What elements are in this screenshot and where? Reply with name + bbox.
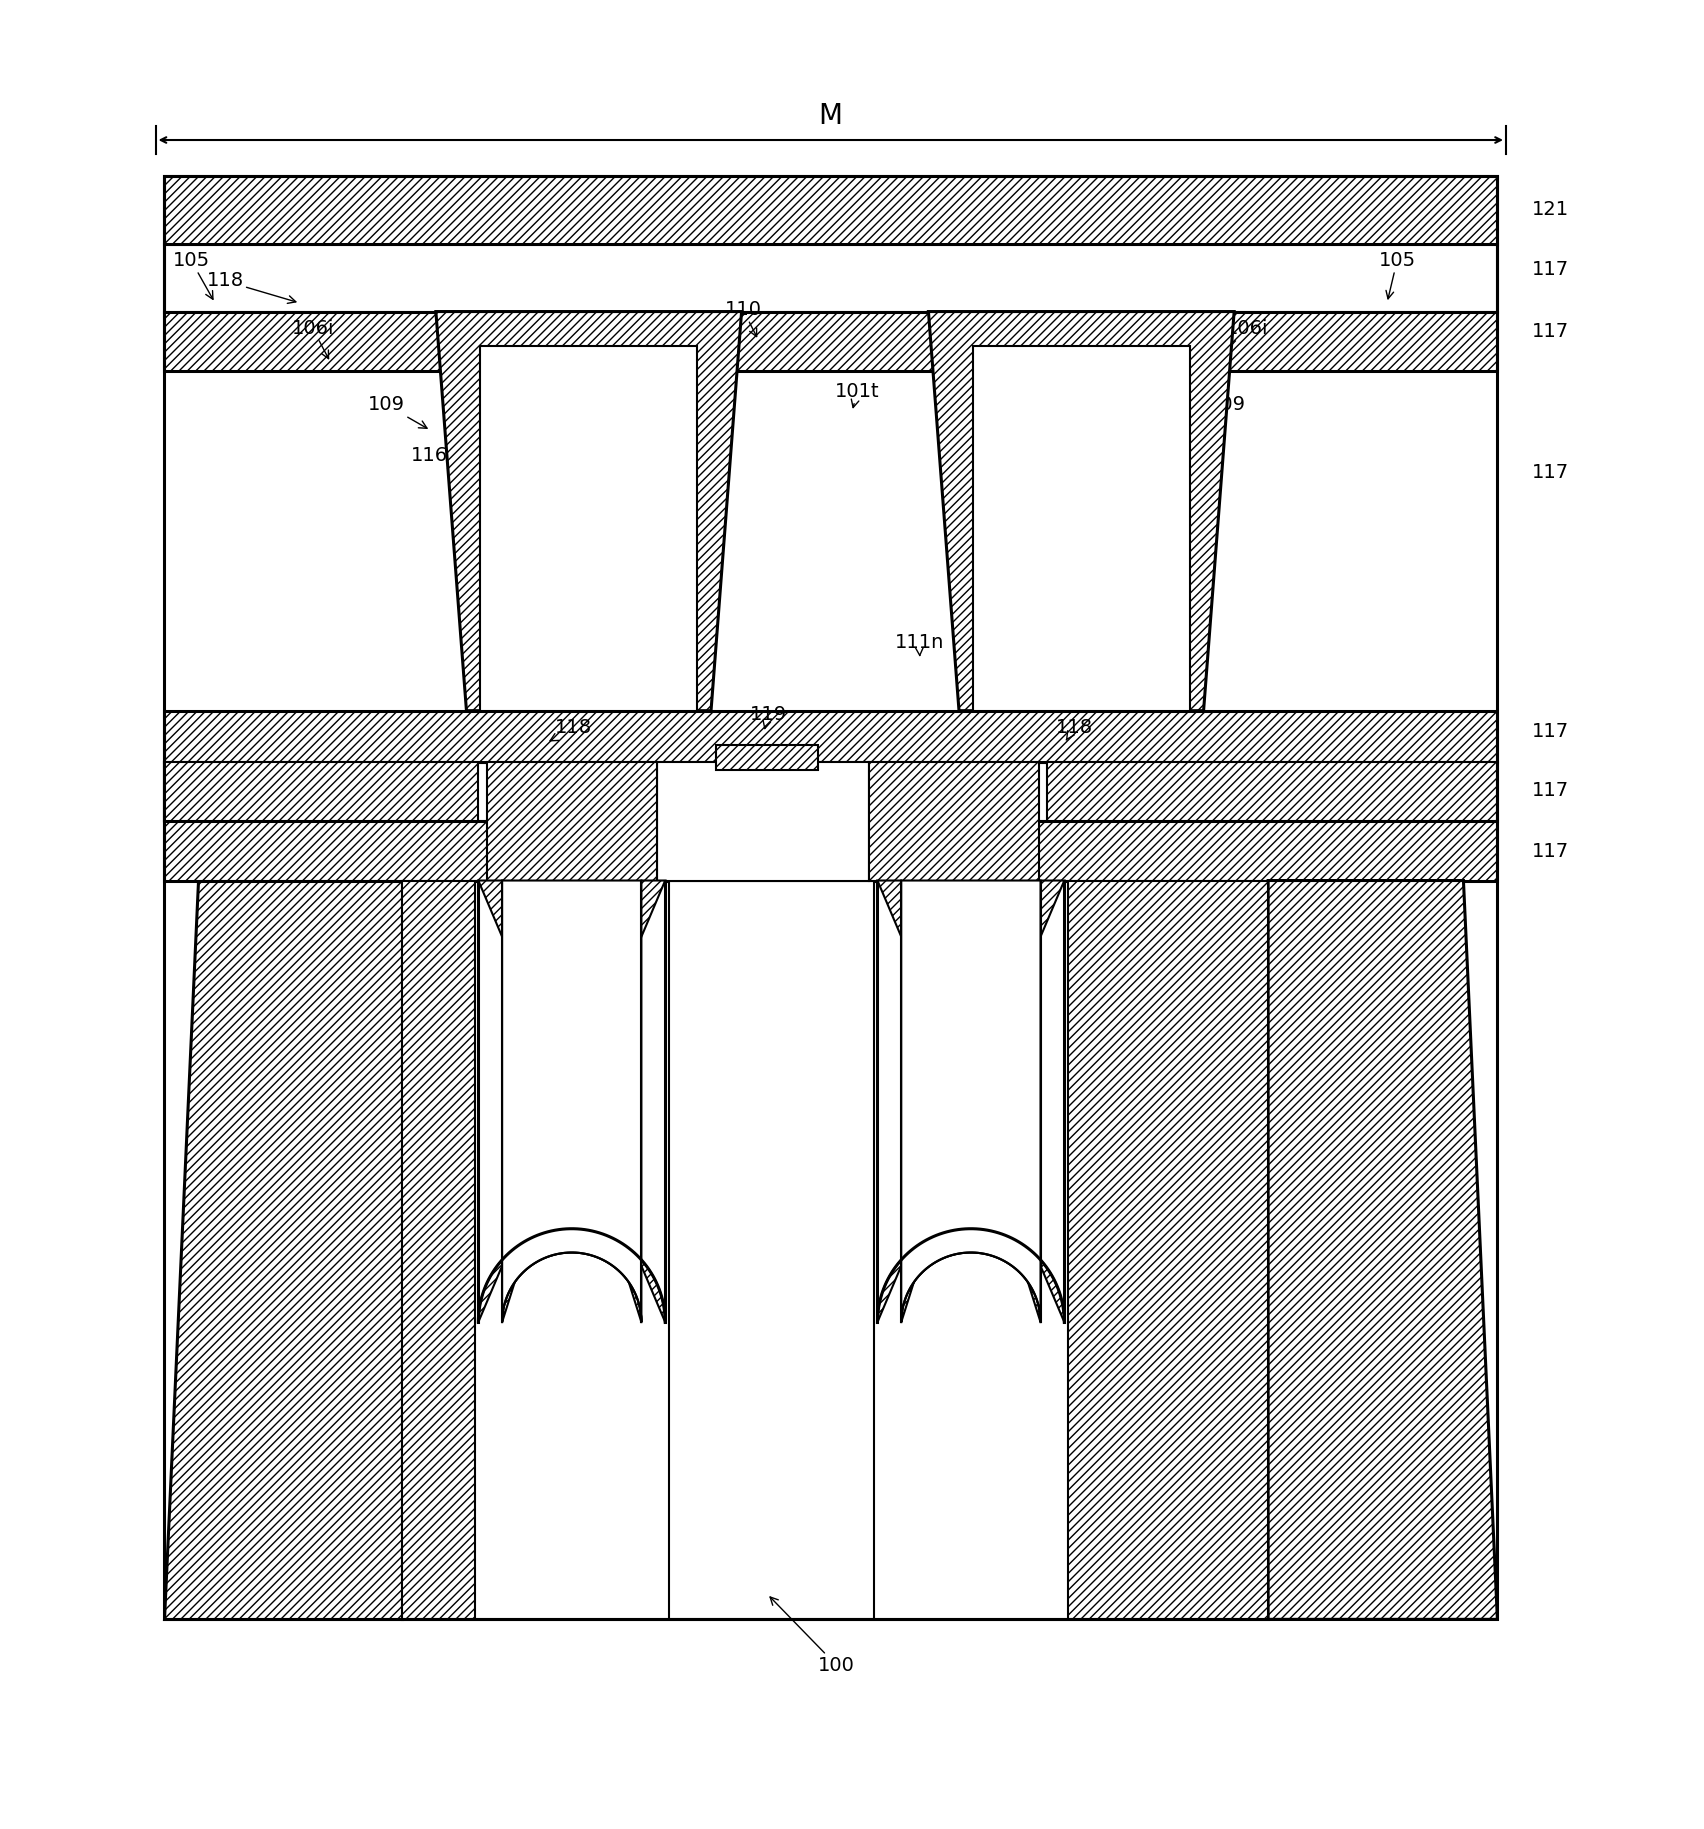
Polygon shape <box>1068 880 1268 1619</box>
Text: 105: 105 <box>172 251 213 300</box>
Text: 108: 108 <box>479 344 515 364</box>
Bar <box>668 880 874 1619</box>
Text: 116: 116 <box>596 446 634 476</box>
Text: 118: 118 <box>550 719 591 741</box>
Text: 117: 117 <box>1532 322 1568 342</box>
Bar <box>164 311 1498 371</box>
Bar <box>164 243 1498 311</box>
Bar <box>164 711 1498 761</box>
Polygon shape <box>479 880 665 1322</box>
Text: 106i: 106i <box>1218 318 1268 358</box>
Bar <box>164 176 1498 1619</box>
Text: 111n: 111n <box>895 633 944 655</box>
Bar <box>164 176 1498 243</box>
Bar <box>481 346 697 711</box>
Text: M: M <box>818 102 842 130</box>
Bar <box>402 880 1268 1619</box>
Polygon shape <box>503 880 641 1322</box>
Text: 109: 109 <box>368 395 428 428</box>
Polygon shape <box>901 880 1041 1322</box>
Bar <box>164 821 1498 880</box>
Text: 117: 117 <box>1532 260 1568 278</box>
Polygon shape <box>929 311 1234 711</box>
Text: 117: 117 <box>1532 781 1568 799</box>
Bar <box>164 761 1498 821</box>
Text: 118: 118 <box>240 781 380 799</box>
Text: 116: 116 <box>411 446 462 477</box>
Text: 110: 110 <box>724 300 762 337</box>
Text: 117: 117 <box>1532 463 1568 483</box>
Bar <box>1048 761 1498 821</box>
Polygon shape <box>436 311 741 711</box>
Text: 108: 108 <box>929 344 966 364</box>
Bar <box>869 761 1039 880</box>
Text: 116: 116 <box>1077 446 1143 477</box>
Text: 109: 109 <box>1195 395 1246 428</box>
Text: 100: 100 <box>770 1597 855 1675</box>
Text: 119: 119 <box>750 704 787 728</box>
Text: 117: 117 <box>1532 841 1568 861</box>
Bar <box>487 761 656 880</box>
Text: 111n: 111n <box>513 633 562 655</box>
Text: 118: 118 <box>1056 719 1092 741</box>
Text: 106i: 106i <box>291 318 334 358</box>
Text: 118: 118 <box>206 271 296 304</box>
Bar <box>716 744 818 770</box>
Bar <box>656 761 869 880</box>
Text: 105: 105 <box>1379 251 1416 298</box>
Polygon shape <box>1268 880 1498 1619</box>
Polygon shape <box>164 880 402 1619</box>
Text: 120: 120 <box>1085 507 1152 534</box>
Bar <box>164 761 479 821</box>
Polygon shape <box>878 880 1065 1322</box>
Text: 117: 117 <box>1532 722 1568 741</box>
Bar <box>973 346 1189 711</box>
Text: 101t: 101t <box>835 382 879 408</box>
Polygon shape <box>402 880 475 1619</box>
Text: 120: 120 <box>593 507 668 534</box>
Text: 121: 121 <box>1532 199 1568 219</box>
